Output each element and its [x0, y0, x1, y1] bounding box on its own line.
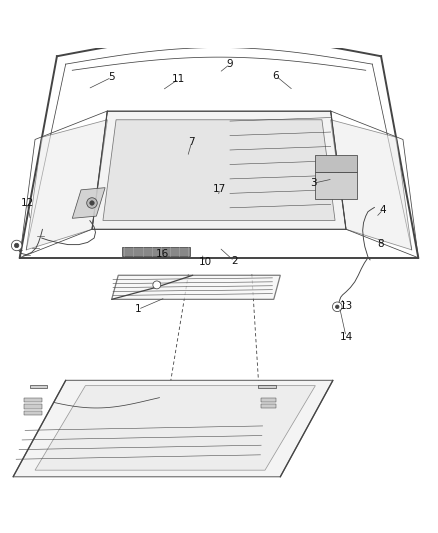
Text: 11: 11	[172, 74, 185, 84]
Polygon shape	[13, 381, 333, 477]
Text: 8: 8	[378, 239, 385, 249]
Polygon shape	[92, 111, 346, 229]
Bar	[315, 155, 357, 172]
Circle shape	[336, 305, 339, 309]
Bar	[24, 398, 42, 402]
Bar	[122, 247, 190, 256]
Text: 1: 1	[134, 304, 141, 314]
Text: 5: 5	[108, 72, 115, 82]
Text: 6: 6	[272, 71, 279, 81]
Text: 14: 14	[339, 332, 353, 342]
Bar	[261, 398, 276, 402]
Polygon shape	[72, 188, 105, 219]
Text: 2: 2	[231, 256, 238, 266]
Polygon shape	[35, 386, 315, 470]
Circle shape	[90, 201, 94, 205]
Text: 17: 17	[213, 183, 226, 193]
Circle shape	[332, 302, 342, 312]
Bar	[24, 405, 42, 409]
Bar	[315, 172, 357, 199]
Text: 16: 16	[155, 249, 169, 259]
Polygon shape	[26, 120, 107, 250]
Polygon shape	[258, 385, 276, 388]
Polygon shape	[103, 120, 335, 221]
Polygon shape	[112, 275, 280, 300]
Bar	[261, 405, 276, 408]
Polygon shape	[331, 120, 412, 250]
Circle shape	[153, 281, 161, 289]
Text: 13: 13	[339, 301, 353, 311]
Circle shape	[87, 198, 97, 208]
Text: 7: 7	[188, 136, 195, 147]
Polygon shape	[30, 385, 47, 388]
Text: 3: 3	[310, 178, 317, 188]
Text: 10: 10	[198, 257, 212, 267]
Circle shape	[11, 240, 22, 251]
Text: 12: 12	[21, 198, 34, 208]
Circle shape	[14, 243, 19, 248]
Text: 4: 4	[380, 205, 387, 215]
Bar	[24, 411, 42, 415]
Text: 9: 9	[226, 59, 233, 69]
